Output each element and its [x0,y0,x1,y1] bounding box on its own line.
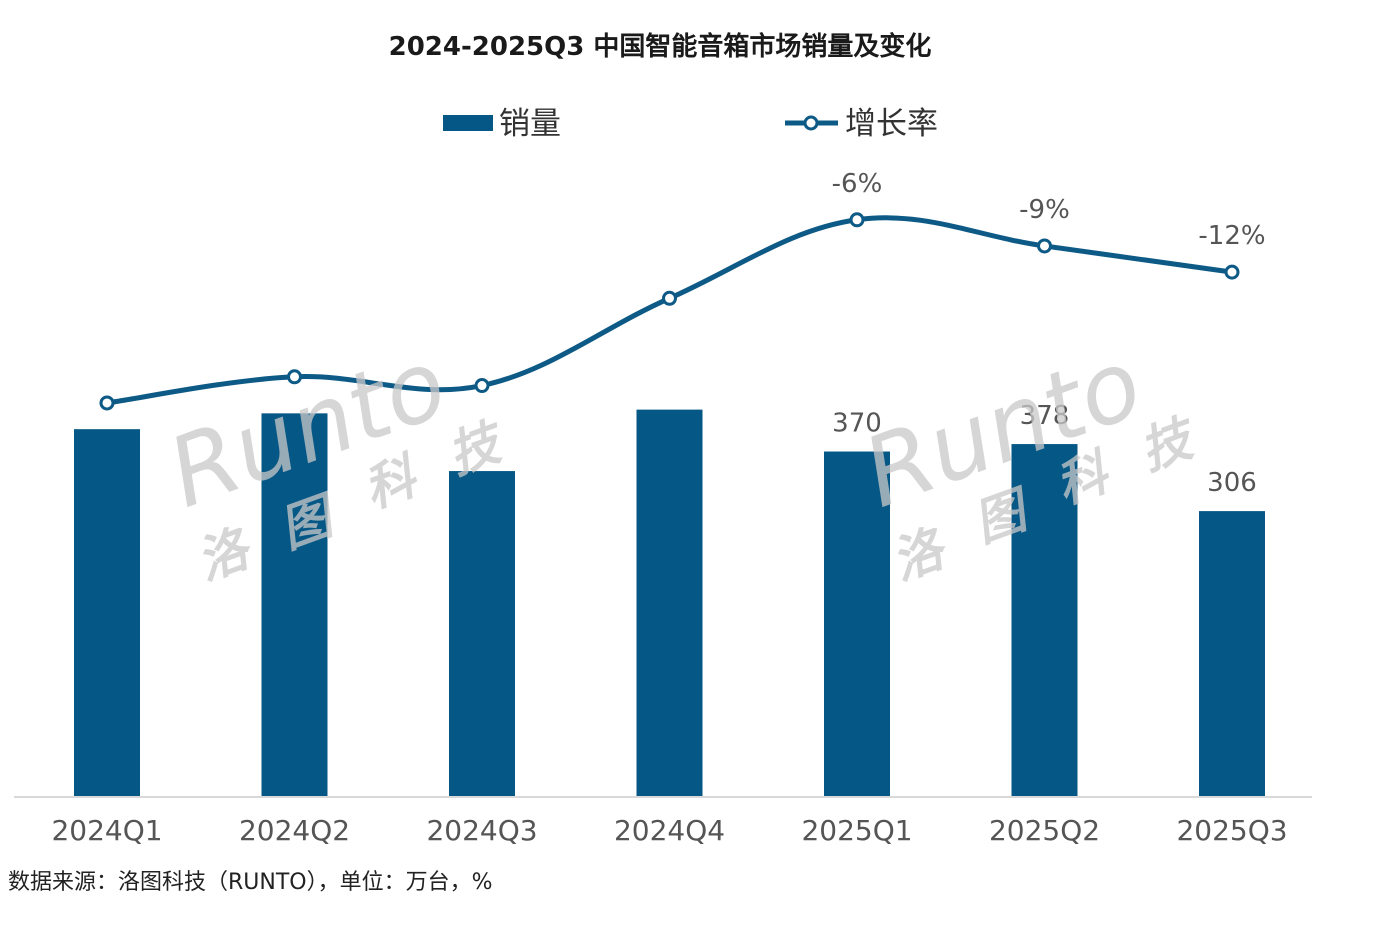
bar-2025Q2 [1011,444,1078,796]
bar-2024Q1 [74,429,140,796]
bars-group [74,409,1265,796]
growth-point-2024Q4 [662,290,677,306]
legend-bar-swatch [443,115,493,131]
growth-label-2025Q1: -6% [832,169,883,199]
legend-bar-label: 销量 [499,106,561,142]
x-tick-2025Q1: 2025Q1 [801,814,912,847]
growth-rate-points [99,212,1240,411]
bar-2024Q2 [261,413,328,796]
legend-line-label: 增长率 [845,106,938,142]
x-tick-2025Q3: 2025Q3 [1176,814,1287,847]
chart-title: 2024-2025Q3 中国智能音箱市场销量及变化 [389,31,932,62]
bar-2025Q1 [824,451,890,796]
x-tick-2025Q2: 2025Q2 [989,814,1100,847]
x-tick-2024Q1: 2024Q1 [51,814,162,847]
legend-line-marker [803,115,819,131]
growth-point-2024Q1 [99,395,115,411]
bar-label-2025Q2: 378 [1020,401,1070,431]
growth-point-2025Q1 [849,212,865,228]
bar-2024Q4 [636,409,703,796]
growth-point-2025Q2 [1037,238,1052,254]
growth-point-2025Q3 [1224,264,1240,280]
bar-data-labels: 370 378 306 [832,401,1257,498]
x-tick-labels: 2024Q1 2024Q2 2024Q3 2024Q4 2025Q1 2025Q2 2025… [51,814,1287,847]
bar-2024Q3 [449,471,515,796]
x-tick-2024Q2: 2024Q2 [239,814,350,847]
x-tick-2024Q3: 2024Q3 [426,814,537,847]
watermark-cn-right-1: 洛 [884,518,956,591]
growth-point-2024Q3 [474,378,490,394]
bar-2025Q3 [1199,511,1265,796]
bar-label-2025Q1: 370 [832,409,882,439]
growth-point-2024Q2 [287,369,302,385]
source-note: 数据来源：洛图科技（RUNTO），单位：万台，% [8,870,493,895]
legend: 销量 增长率 [443,106,938,142]
growth-rate-labels: -6% -9% -12% [832,169,1266,251]
growth-label-2025Q3: -12% [1198,221,1265,251]
x-tick-2024Q4: 2024Q4 [614,814,725,847]
growth-label-2025Q2: -9% [1019,195,1070,225]
watermark-cn-left-1: 洛 [189,518,261,591]
bar-label-2025Q3: 306 [1207,468,1257,498]
